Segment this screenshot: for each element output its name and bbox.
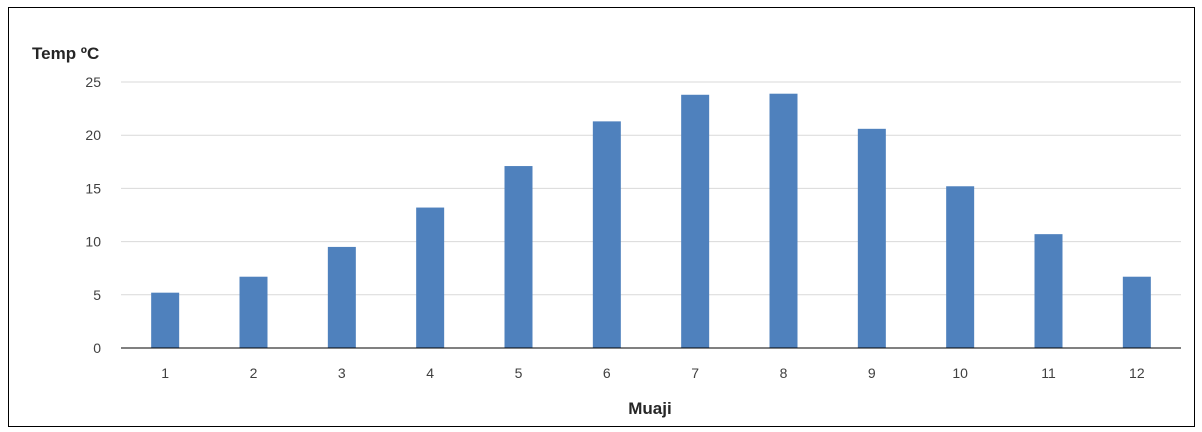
bar-4	[416, 207, 445, 348]
bar-5	[504, 166, 533, 348]
y-tick-label: 0	[93, 340, 101, 356]
y-tick-label: 25	[85, 74, 101, 90]
bar-9	[857, 128, 886, 348]
x-tick-label: 1	[161, 365, 169, 381]
bar-10	[946, 186, 975, 348]
bar-8	[769, 93, 798, 348]
x-tick-label: 3	[338, 365, 346, 381]
y-tick-label: 20	[85, 127, 101, 143]
bar-2	[239, 276, 268, 348]
bar-3	[327, 246, 356, 348]
x-axis-label: Muaji	[628, 399, 671, 418]
y-tick-label: 15	[85, 180, 101, 196]
bar-12	[1122, 276, 1151, 348]
bar-11	[1034, 234, 1063, 348]
y-tick-label: 5	[93, 287, 101, 303]
x-tick-label: 10	[952, 365, 968, 381]
bar-7	[681, 94, 710, 348]
x-tick-label: 7	[691, 365, 699, 381]
x-tick-label: 12	[1129, 365, 1145, 381]
x-tick-label: 2	[250, 365, 258, 381]
x-tick-label: 11	[1041, 365, 1056, 381]
x-tick-label: 4	[426, 365, 434, 381]
x-tick-labels: 1 2 3 4 5 6 7 8 9 10 11 12	[161, 365, 1145, 381]
bars	[151, 93, 1151, 348]
y-tick-labels: 0 5 10 15 20 25	[85, 74, 101, 356]
gridlines	[121, 81, 1181, 296]
x-tick-label: 8	[780, 365, 788, 381]
x-tick-label: 6	[603, 365, 611, 381]
y-axis-label: Temp ºC	[32, 44, 99, 63]
x-tick-label: 5	[515, 365, 523, 381]
bar-1	[151, 292, 180, 348]
x-tick-label: 9	[868, 365, 876, 381]
bar-6	[592, 121, 621, 348]
y-tick-label: 10	[85, 234, 101, 250]
